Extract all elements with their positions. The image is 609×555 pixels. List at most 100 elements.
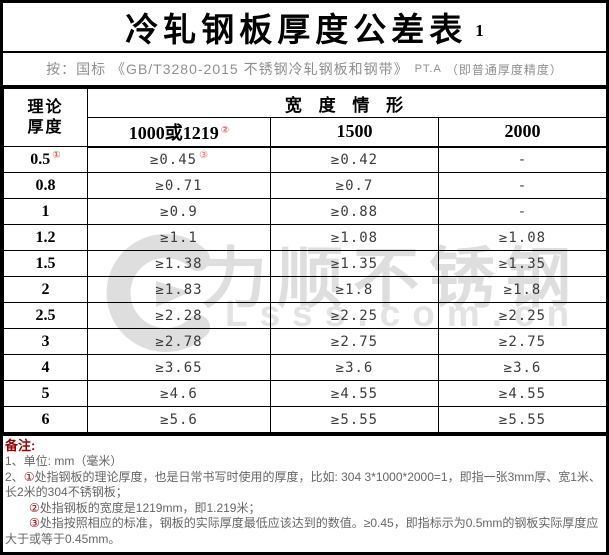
tolerance-cell: ≥1.35 [437, 250, 606, 277]
tolerance-cell: ≥0.9 [87, 198, 271, 225]
table-row: 5 ≥4.6 ≥4.55 ≥4.55 [3, 380, 606, 407]
cell-value: ≥4.55 [498, 385, 547, 402]
note-item-3-text: 处指钢板的宽度是1219mm，即1.219米； [39, 500, 261, 515]
cell-value: 5 [41, 384, 50, 402]
cell-value: ≥2.28 [155, 307, 203, 324]
notes-section: 备注: 1、单位: mm（毫米） 2、①处指钢板的理论厚度，也是日常书写时使用的… [3, 433, 606, 547]
cell-value: ≥5.55 [498, 411, 547, 428]
tolerance-cell: ≥5.6 [87, 406, 271, 433]
cell-value: ≥3.6 [503, 359, 542, 376]
tolerance-cell: ≥3.65 [87, 354, 271, 381]
width-group-header: 宽 度 情 形 [86, 88, 606, 118]
tolerance-cell: ≥4.55 [270, 380, 439, 407]
cell-value: 2.5 [35, 306, 56, 324]
tolerance-cell: ≥0.71 [87, 172, 271, 199]
tolerance-cell: ≥3.6 [437, 354, 606, 381]
thickness-cell: 2 [3, 276, 88, 303]
subtitle-prefix: 按： [46, 61, 77, 77]
table-header-row-1: 理论 厚度 宽 度 情 形 [3, 88, 606, 147]
cell-value: 0.5 [30, 150, 51, 168]
cell-value: 3 [41, 332, 50, 350]
cell-value: 1.5 [35, 254, 56, 272]
tolerance-cell: ≥2.25 [270, 302, 439, 329]
cell-value: 1 [41, 202, 50, 220]
subtitle-grade: PT.A [414, 63, 442, 75]
cell-value: ≥0.42 [330, 151, 379, 168]
tolerance-cell: ≥0.88 [270, 198, 439, 225]
corner-header-thickness: 理论 厚度 [3, 88, 88, 147]
cell-value: 6 [41, 410, 50, 428]
tolerance-cell: ≥1.1 [87, 224, 271, 251]
table-row: 1.5 ≥1.38 ≥1.35 ≥1.35 [3, 250, 606, 277]
tolerance-cell: ≥1.8 [437, 276, 606, 303]
column-header-1000-1219: 1000或1219 ② [87, 117, 271, 148]
subtitle-standard: 国标 《GB/T3280-2015 不锈钢冷轧钢板和钢带》 [76, 61, 409, 77]
tolerance-table: 理论 厚度 宽 度 情 形 1000或1219 ② 1500 2000 0.5 ① ≥… [3, 88, 606, 433]
cell-value: ≥4.6 [160, 385, 198, 402]
tolerance-cell: ≥2.75 [437, 328, 606, 355]
column-header-2000: 2000 [437, 117, 606, 148]
tolerance-cell: ≥1.83 [87, 276, 271, 303]
circled-2-marker: ② [29, 500, 40, 515]
column-header-sup: ② [220, 124, 230, 136]
note-item-2-prefix: 2、 [5, 469, 24, 484]
note-item-1: 1、单位: mm（毫米） [5, 454, 123, 468]
table-header-row-2: 1000或1219 ② 1500 2000 [4, 117, 606, 148]
cell-value: ≥2.78 [155, 333, 203, 350]
thickness-cell: 0.5 ① [3, 146, 88, 173]
table-body: 0.5 ① ≥0.45 ③ ≥0.42-0.8 ≥0.71 ≥0.7-1 ≥0.9 ≥0.88-… [3, 146, 606, 433]
tolerance-cell: ≥0.7 [270, 172, 439, 199]
thickness-cell: 0.8 [3, 172, 88, 199]
cell-value: ≥1.1 [160, 229, 198, 246]
circled-3-marker: ③ [29, 516, 40, 530]
cell-value: - [517, 177, 528, 194]
column-header-1500: 1500 [270, 117, 439, 148]
table-row: 4 ≥3.65 ≥3.6 ≥3.6 [3, 354, 606, 381]
cell-value: ≥1.83 [155, 281, 203, 298]
note-item-2: 2、①处指钢板的理论厚度，也是日常书写时使用的厚度，比如: 304 3*1000… [5, 470, 602, 501]
cell-value: ≥0.9 [160, 203, 198, 220]
cell-value: ≥0.45 [149, 151, 198, 168]
cell-value: ≥1.35 [330, 255, 379, 272]
tolerance-cell: ≥1.35 [270, 250, 439, 277]
cell-value: 1.2 [35, 228, 56, 246]
tolerance-cell: ≥0.45 ③ [87, 146, 271, 173]
tolerance-cell: ≥3.6 [270, 354, 439, 381]
cell-value: ≥2.75 [330, 333, 379, 350]
circled-number-marker: ③ [199, 149, 209, 161]
thickness-cell: 6 [3, 406, 88, 433]
corner-header-line1: 理论 [27, 98, 64, 116]
page-title-number: 1 [475, 21, 484, 40]
corner-header-line2: 厚度 [27, 118, 64, 136]
table-row: 2 ≥1.83 ≥1.8 ≥1.8 [3, 276, 606, 303]
column-header-label: 1000或1219 [128, 122, 219, 143]
cell-value: 0.8 [35, 176, 56, 194]
note-item-2-text: 处指钢板的理论厚度，也是日常书写时使用的厚度，比如: 304 3*1000*20… [5, 469, 601, 500]
cell-value: 4 [41, 358, 50, 376]
cell-value: - [517, 203, 528, 220]
tolerance-cell: ≥2.75 [270, 328, 439, 355]
tolerance-cell: ≥4.6 [87, 380, 271, 407]
cell-value: ≥4.55 [330, 385, 379, 402]
circled-number-marker: ① [52, 149, 61, 161]
tolerance-cell: ≥4.55 [437, 380, 606, 407]
thickness-cell: 2.5 [3, 302, 88, 329]
tolerance-cell: ≥1.38 [87, 250, 271, 277]
cell-value: ≥2.75 [498, 333, 547, 350]
cell-value: 2 [41, 280, 50, 298]
cell-value: ≥0.7 [335, 177, 374, 194]
tolerance-cell: ≥1.8 [270, 276, 439, 303]
tolerance-cell: ≥1.08 [270, 224, 439, 251]
tolerance-cell: ≥0.42 [270, 146, 439, 173]
title-row: 冷轧钢板厚度公差表 1 [3, 3, 606, 53]
thickness-cell: 3 [3, 328, 88, 355]
tolerance-cell: ≥1.08 [437, 224, 606, 251]
cell-value: ≥1.08 [330, 229, 379, 246]
thickness-cell: 5 [3, 380, 88, 407]
tolerance-cell: ≥2.25 [437, 302, 606, 329]
table-row: 0.5 ① ≥0.45 ③ ≥0.42- [3, 146, 606, 173]
thickness-cell: 1.5 [3, 250, 88, 277]
cell-value: ≥2.25 [330, 307, 379, 324]
cell-value: - [517, 151, 528, 168]
table-row: 3 ≥2.78 ≥2.75 ≥2.75 [3, 328, 606, 355]
